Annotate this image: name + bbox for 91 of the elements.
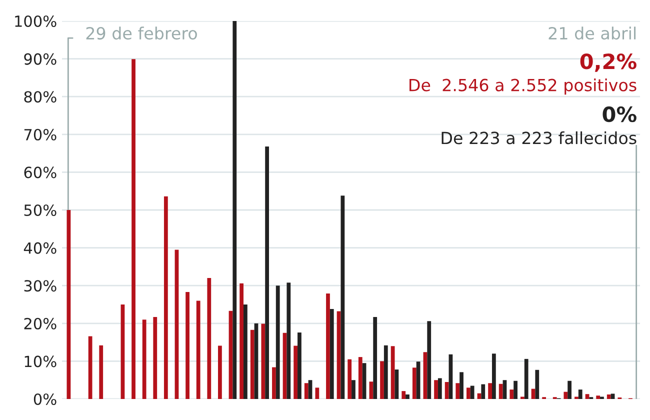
y-tick-label: 90%: [24, 53, 56, 65]
bar: [492, 354, 496, 399]
bar: [394, 370, 399, 399]
bar: [272, 367, 276, 399]
bar: [596, 396, 600, 399]
bar: [578, 390, 582, 399]
bar: [390, 346, 395, 399]
bar: [358, 357, 362, 399]
bar: [514, 380, 518, 399]
bar: [481, 384, 486, 399]
y-tick-label: 10%: [24, 356, 56, 368]
bar: [456, 383, 460, 399]
bar: [610, 394, 615, 399]
bar: [434, 380, 438, 399]
bar: [498, 384, 503, 399]
bar: [466, 388, 470, 399]
bar: [132, 59, 136, 399]
bar: [304, 383, 308, 399]
bar: [585, 394, 590, 399]
y-tick-label: 0%: [34, 393, 56, 406]
bar: [153, 316, 158, 399]
bar: [261, 324, 266, 399]
bar: [207, 278, 212, 399]
bar: [286, 282, 291, 399]
y-tick-label: 20%: [24, 318, 56, 330]
bar: [348, 359, 352, 399]
bar: [362, 363, 366, 399]
bar: [218, 346, 222, 399]
annotation: 0,2%: [580, 54, 636, 72]
bar: [427, 321, 432, 399]
bar: [276, 286, 280, 399]
annotation: 21 de abril: [548, 26, 636, 40]
bar: [240, 283, 244, 399]
bar: [416, 362, 420, 399]
bar: [406, 394, 410, 399]
annotation: 29 de febrero: [86, 26, 197, 40]
bar: [510, 390, 514, 399]
bar: [412, 368, 416, 399]
bar: [196, 300, 200, 399]
bar: [423, 352, 428, 399]
bar: [380, 361, 384, 399]
bar: [228, 310, 233, 399]
bar: [244, 304, 248, 399]
y-tick-label: 80%: [24, 91, 56, 103]
bar: [373, 316, 378, 399]
bar: [282, 332, 287, 399]
annotation: 0%: [602, 106, 636, 122]
bar: [66, 210, 71, 399]
bar: [120, 304, 125, 399]
bar: [142, 320, 146, 399]
y-tick-label: 60%: [24, 166, 56, 178]
y-tick-label: 40%: [24, 242, 56, 254]
bar: [164, 196, 168, 399]
bar: [308, 380, 312, 399]
bar: [250, 330, 254, 399]
bar: [460, 372, 464, 399]
bar: [186, 292, 190, 399]
bar: [444, 382, 449, 399]
bar: [174, 250, 179, 399]
bar: [330, 309, 334, 399]
bar: [315, 388, 320, 399]
bar: [369, 382, 374, 399]
bar: [326, 294, 330, 399]
annotation: De 223 a 223 fallecidos: [442, 131, 636, 144]
bar: [340, 196, 345, 399]
bar: [384, 345, 388, 399]
bar: [352, 380, 356, 399]
bar: [502, 380, 507, 399]
bar: [254, 323, 258, 399]
bar: [336, 311, 341, 399]
bar: [402, 391, 406, 399]
bar: [448, 354, 453, 399]
bar: [294, 346, 298, 399]
y-tick-label: 100%: [15, 15, 56, 28]
bar: [524, 358, 528, 399]
bar: [88, 336, 92, 399]
bar: [488, 383, 492, 399]
bar: [535, 370, 540, 399]
bar: [265, 146, 269, 399]
y-tick-label: 30%: [24, 280, 56, 292]
bar: [99, 345, 104, 399]
bar: [568, 380, 572, 399]
bar: [298, 332, 302, 399]
bar: [438, 378, 442, 399]
bar: [470, 386, 474, 399]
y-tick-label: 70%: [24, 128, 56, 140]
bar: [606, 394, 611, 399]
annotation: De 2.546 a 2.552 positivos: [410, 78, 636, 95]
bar: [232, 21, 237, 399]
bar: [564, 392, 568, 399]
y-tick-label: 50%: [24, 204, 56, 216]
